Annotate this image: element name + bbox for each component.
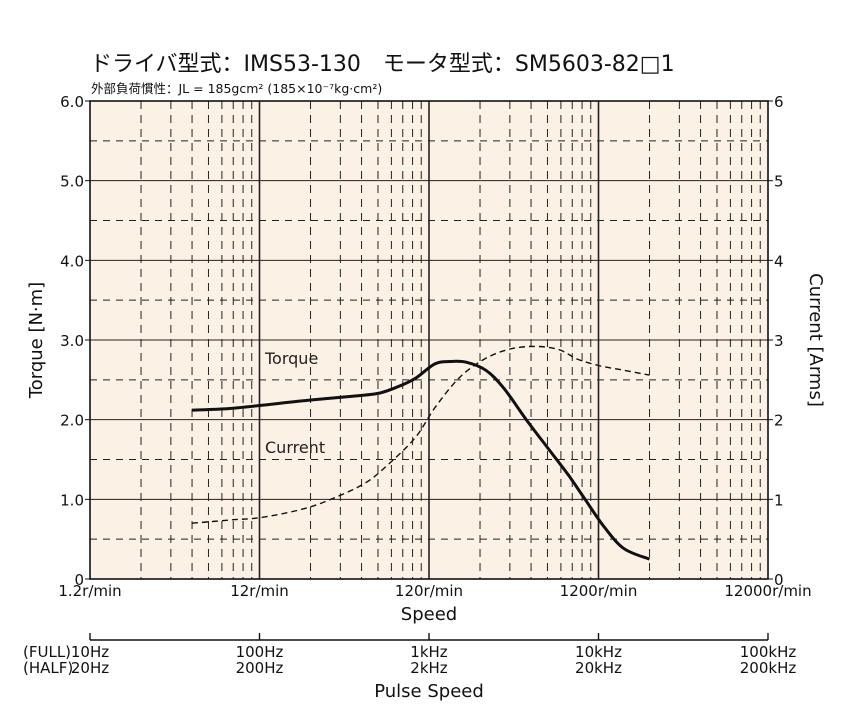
pulse-full-label: 100kHz bbox=[740, 643, 797, 661]
pulse-half-label: 20kHz bbox=[575, 659, 622, 677]
series-torque-line bbox=[191, 359, 651, 561]
x-tick-label: 1200r/min bbox=[560, 582, 638, 600]
pulse-full-label: 100Hz bbox=[236, 643, 284, 661]
y-right-axis-label: Current [Arms] bbox=[805, 273, 826, 407]
series-label-torque: Torque bbox=[264, 349, 318, 368]
y-left-tick-label: 5.0 bbox=[60, 173, 84, 191]
y-right-tick-label: 1 bbox=[774, 491, 784, 509]
y-right-tick-label: 5 bbox=[774, 173, 784, 191]
y-left-axis-label: Torque [N·m] bbox=[26, 282, 47, 399]
x-tick-label: 120r/min bbox=[395, 582, 463, 600]
x-axis-label: Speed bbox=[401, 604, 457, 625]
y-left-tick-label: 0 bbox=[74, 571, 84, 589]
y-left-tick-label: 1.0 bbox=[60, 491, 84, 509]
series-label-current: Current bbox=[265, 438, 325, 457]
y-right-tick-label: 3 bbox=[774, 332, 784, 350]
x-tick-label: 1.2r/min bbox=[58, 582, 121, 600]
pulse-half-label: 200kHz bbox=[740, 659, 797, 677]
chart-title: ドライバ型式：IMS53-130 モータ型式：SM5603-82□1 bbox=[90, 52, 675, 77]
pulse-half-prefix: (HALF) bbox=[23, 659, 73, 677]
y-left-tick-label: 6.0 bbox=[60, 93, 84, 111]
y-right-tick-label: 6 bbox=[774, 93, 784, 111]
x-tick-label: 12000r/min bbox=[724, 582, 811, 600]
y-left-tick-label: 3.0 bbox=[60, 332, 84, 350]
series-current-line bbox=[191, 345, 650, 524]
chart-subtitle: 外部負荷慣性：JL = 185gcm² (185×10⁻⁷kg·cm²) bbox=[91, 81, 382, 96]
y-left-tick-label: 4.0 bbox=[60, 252, 84, 270]
y-right-tick-label: 0 bbox=[774, 571, 784, 589]
pulse-full-prefix: (FULL) bbox=[23, 643, 71, 661]
pulse-full-label: 1kHz bbox=[410, 643, 448, 661]
pulse-half-label: 20Hz bbox=[71, 659, 109, 677]
x-tick-label: 12r/min bbox=[230, 582, 289, 600]
y-right-tick-label: 2 bbox=[774, 412, 784, 430]
pulse-half-label: 2kHz bbox=[410, 659, 448, 677]
pulse-full-label: 10Hz bbox=[71, 643, 109, 661]
pulse-axis-label: Pulse Speed bbox=[374, 681, 484, 702]
pulse-half-label: 200Hz bbox=[236, 659, 284, 677]
pulse-full-label: 10kHz bbox=[575, 643, 622, 661]
y-left-tick-label: 2.0 bbox=[60, 412, 84, 430]
y-right-tick-label: 4 bbox=[774, 252, 784, 270]
